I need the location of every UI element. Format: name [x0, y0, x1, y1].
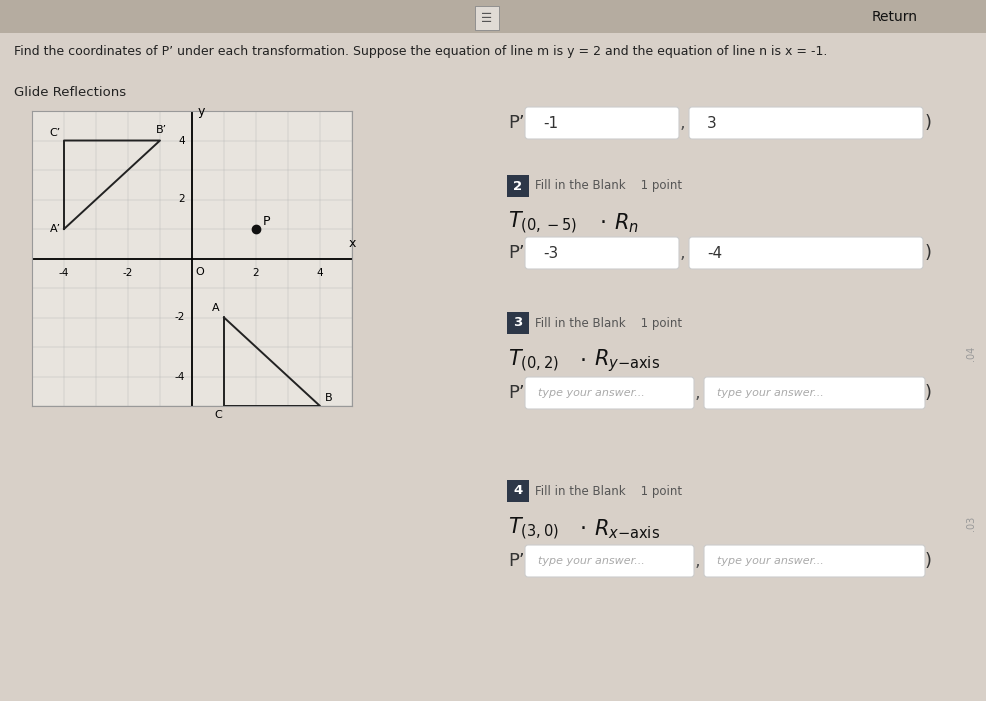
- FancyBboxPatch shape: [0, 0, 986, 33]
- Text: P’(: P’(: [508, 384, 531, 402]
- FancyBboxPatch shape: [525, 107, 679, 139]
- FancyBboxPatch shape: [507, 480, 529, 502]
- Text: 3: 3: [514, 316, 523, 329]
- FancyBboxPatch shape: [689, 107, 923, 139]
- Text: ☰: ☰: [481, 11, 493, 25]
- FancyBboxPatch shape: [689, 237, 923, 269]
- Text: 2: 2: [178, 194, 185, 205]
- Text: type your answer...: type your answer...: [717, 556, 823, 566]
- Text: x: x: [348, 237, 356, 250]
- Text: P’(: P’(: [508, 114, 531, 132]
- Text: -2: -2: [123, 268, 133, 278]
- Text: $T_{(3,0)}$: $T_{(3,0)}$: [508, 516, 559, 543]
- Text: .04: .04: [966, 346, 976, 360]
- Text: ): ): [925, 552, 932, 570]
- Text: ): ): [925, 114, 932, 132]
- Text: ·: ·: [580, 519, 587, 539]
- Text: $R_n$: $R_n$: [614, 211, 639, 235]
- Text: -1: -1: [543, 116, 558, 130]
- Text: Find the coordinates of P’ under each transformation. Suppose the equation of li: Find the coordinates of P’ under each tr…: [14, 45, 827, 58]
- Text: P’(: P’(: [508, 244, 531, 262]
- Text: $R_{y\mathrm{-axis}}$: $R_{y\mathrm{-axis}}$: [594, 348, 660, 374]
- Text: Glide Reflections: Glide Reflections: [14, 86, 126, 99]
- Text: C’: C’: [49, 128, 61, 137]
- Text: y: y: [198, 104, 205, 118]
- Text: C: C: [215, 410, 223, 421]
- Text: P: P: [262, 215, 270, 228]
- Text: 2: 2: [514, 179, 523, 193]
- Text: Return: Return: [872, 10, 918, 24]
- Text: ,: ,: [695, 384, 701, 402]
- Text: ·: ·: [600, 213, 607, 233]
- Text: A: A: [212, 303, 219, 313]
- FancyBboxPatch shape: [704, 377, 925, 409]
- Text: -2: -2: [175, 313, 185, 322]
- Text: -4: -4: [175, 372, 185, 381]
- Text: type your answer...: type your answer...: [538, 556, 645, 566]
- Text: O: O: [196, 267, 204, 278]
- Text: A’: A’: [49, 224, 61, 234]
- Text: Fill in the Blank    1 point: Fill in the Blank 1 point: [535, 484, 682, 498]
- Text: P’(: P’(: [508, 552, 531, 570]
- Text: ): ): [925, 384, 932, 402]
- Text: -4: -4: [707, 245, 722, 261]
- Text: ): ): [925, 244, 932, 262]
- Text: -4: -4: [59, 268, 69, 278]
- FancyBboxPatch shape: [704, 545, 925, 577]
- Text: Fill in the Blank    1 point: Fill in the Blank 1 point: [535, 179, 682, 193]
- Text: ,: ,: [680, 114, 685, 132]
- Text: B’: B’: [156, 125, 168, 135]
- FancyBboxPatch shape: [525, 545, 694, 577]
- Text: type your answer...: type your answer...: [538, 388, 645, 398]
- Text: 4: 4: [514, 484, 523, 498]
- FancyBboxPatch shape: [507, 312, 529, 334]
- Text: $T_{(0,-5)}$: $T_{(0,-5)}$: [508, 210, 577, 236]
- Text: $R_{x\mathrm{-axis}}$: $R_{x\mathrm{-axis}}$: [594, 517, 660, 540]
- Text: ,: ,: [695, 552, 701, 570]
- Text: .03: .03: [966, 515, 976, 531]
- FancyBboxPatch shape: [525, 377, 694, 409]
- FancyBboxPatch shape: [475, 6, 499, 30]
- Text: 3: 3: [707, 116, 717, 130]
- Text: 2: 2: [252, 268, 259, 278]
- Text: B: B: [324, 393, 332, 403]
- Text: Fill in the Blank    1 point: Fill in the Blank 1 point: [535, 316, 682, 329]
- FancyBboxPatch shape: [507, 175, 529, 197]
- Text: -3: -3: [543, 245, 558, 261]
- Text: 4: 4: [178, 135, 185, 146]
- Text: ,: ,: [680, 244, 685, 262]
- FancyBboxPatch shape: [525, 237, 679, 269]
- Text: type your answer...: type your answer...: [717, 388, 823, 398]
- Text: 4: 4: [317, 268, 323, 278]
- Text: ·: ·: [580, 351, 587, 371]
- Text: $T_{(0,2)}$: $T_{(0,2)}$: [508, 348, 559, 374]
